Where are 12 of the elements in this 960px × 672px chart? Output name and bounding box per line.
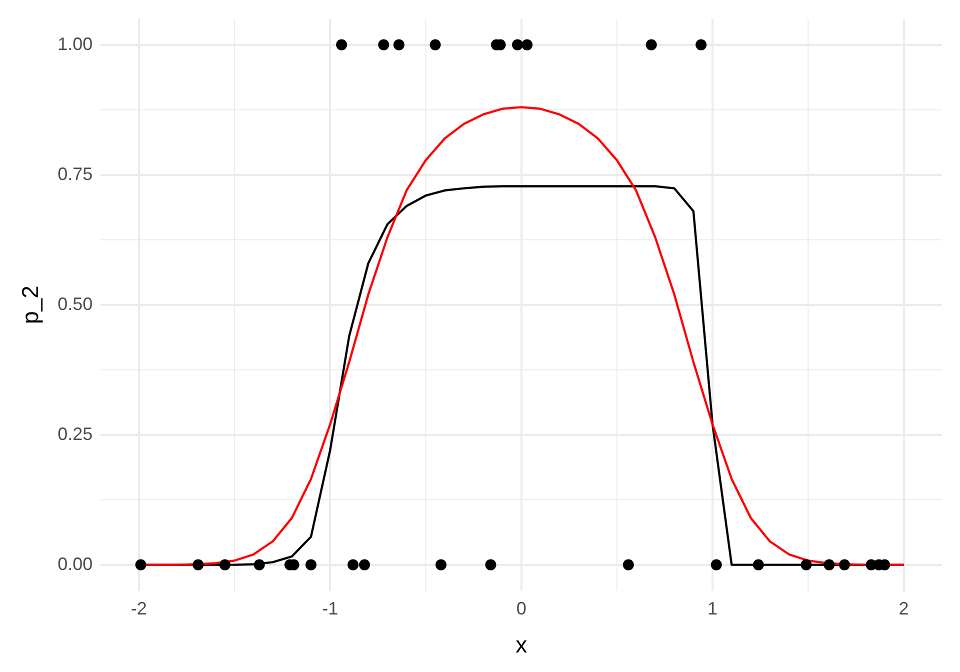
x-tick-label: -1 bbox=[322, 598, 338, 619]
x-tick-label: 1 bbox=[708, 598, 718, 619]
y-tick-label: 1.00 bbox=[58, 34, 93, 54]
y-tick-label: 0.25 bbox=[58, 424, 93, 444]
x-axis-title: x bbox=[516, 632, 528, 658]
y-tick-label: 0.00 bbox=[58, 554, 93, 574]
x-tick-label: 2 bbox=[898, 598, 909, 619]
y-axis-title: p_2 bbox=[17, 286, 44, 324]
x-tick-label: -2 bbox=[130, 598, 147, 619]
y-tick-label: 0.75 bbox=[58, 164, 93, 184]
x-tick-label: 0 bbox=[516, 598, 526, 619]
y-tick-label: 0.50 bbox=[58, 294, 93, 314]
